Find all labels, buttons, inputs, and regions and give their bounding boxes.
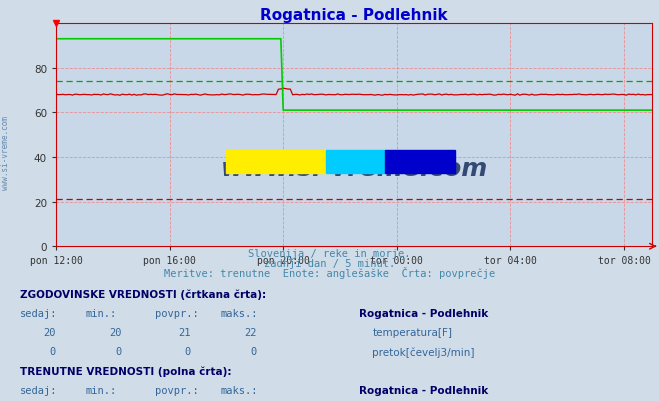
Text: www.si-vreme.com: www.si-vreme.com	[221, 157, 488, 181]
Text: maks.:: maks.:	[221, 385, 258, 395]
Text: 20: 20	[109, 327, 122, 337]
Text: sedaj:: sedaj:	[20, 385, 57, 395]
Bar	[326, 151, 386, 173]
Text: Rogatnica - Podlehnik: Rogatnica - Podlehnik	[359, 385, 488, 395]
Text: TRENUTNE VREDNOSTI (polna črta):: TRENUTNE VREDNOSTI (polna črta):	[20, 366, 231, 376]
Text: 21: 21	[179, 327, 191, 337]
Text: povpr.:: povpr.:	[155, 385, 198, 395]
Text: min.:: min.:	[86, 385, 117, 395]
Text: 0: 0	[251, 346, 257, 356]
Text: ZGODOVINSKE VREDNOSTI (črtkana črta):: ZGODOVINSKE VREDNOSTI (črtkana črta):	[20, 289, 266, 299]
Text: 20: 20	[43, 327, 56, 337]
Text: 0: 0	[116, 346, 122, 356]
Text: 22: 22	[244, 327, 257, 337]
Text: povpr.:: povpr.:	[155, 308, 198, 318]
Text: sedaj:: sedaj:	[20, 308, 57, 318]
Title: Rogatnica - Podlehnik: Rogatnica - Podlehnik	[260, 8, 448, 23]
Text: zadnji dan / 5 minut.: zadnji dan / 5 minut.	[264, 259, 395, 269]
Text: www.si-vreme.com: www.si-vreme.com	[1, 115, 10, 189]
Text: maks.:: maks.:	[221, 308, 258, 318]
Text: Slovenija / reke in morje.: Slovenija / reke in morje.	[248, 249, 411, 259]
Text: Rogatnica - Podlehnik: Rogatnica - Podlehnik	[359, 308, 488, 318]
Text: 0: 0	[50, 346, 56, 356]
Bar	[227, 151, 326, 173]
Text: 0: 0	[185, 346, 191, 356]
Text: temperatura[F]: temperatura[F]	[372, 327, 452, 337]
Text: min.:: min.:	[86, 308, 117, 318]
Text: Meritve: trenutne  Enote: anglešaške  Črta: povprečje: Meritve: trenutne Enote: anglešaške Črta…	[164, 267, 495, 279]
Bar	[386, 151, 455, 173]
Text: pretok[čevelj3/min]: pretok[čevelj3/min]	[372, 346, 475, 357]
